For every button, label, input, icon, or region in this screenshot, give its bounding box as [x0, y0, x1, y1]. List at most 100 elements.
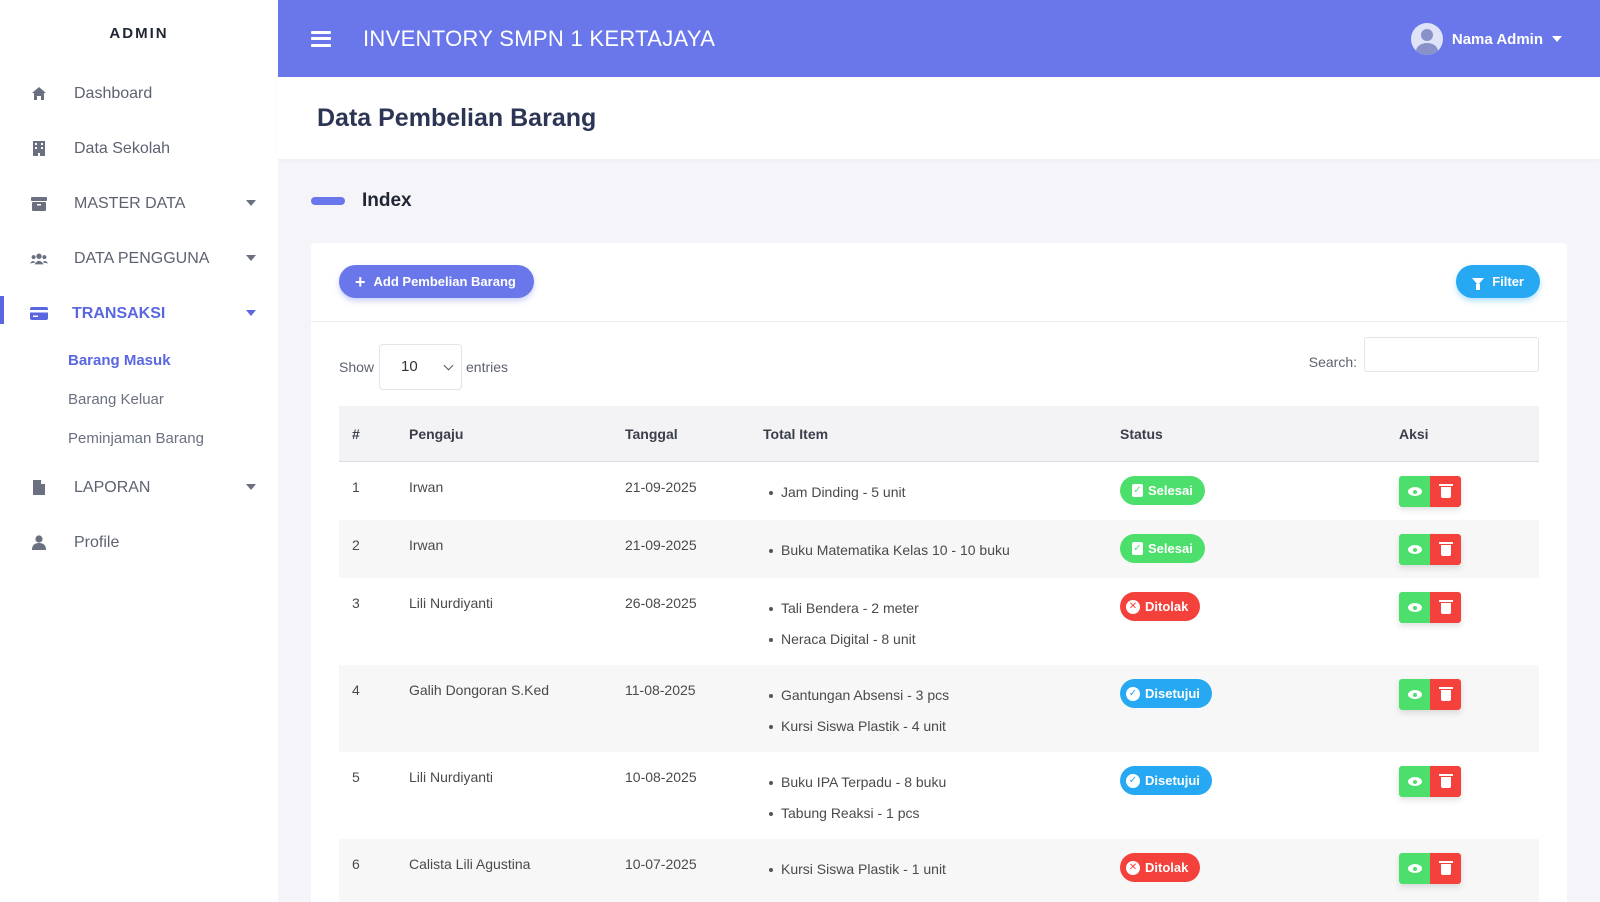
- caret-down-icon: [246, 310, 256, 316]
- filter-icon: [1472, 278, 1485, 290]
- sidebar-item-data-pengguna[interactable]: DATA PENGGUNA: [0, 231, 278, 286]
- list-item: Buku Matematika Kelas 10 - 10 buku: [763, 542, 1120, 573]
- view-button[interactable]: [1399, 476, 1430, 507]
- status-badge: ✓ Selesai: [1120, 534, 1205, 563]
- sidebar-item-label: Dashboard: [74, 84, 153, 102]
- row-pengaju: Lili Nurdiyanti: [409, 769, 494, 785]
- eye-icon: [1407, 545, 1422, 554]
- row-tanggal: 10-07-2025: [625, 856, 697, 872]
- table-row: 4 Galih Dongoran S.Ked 11-08-2025 Gantun…: [339, 665, 1539, 752]
- sidebar: ADMIN Dashboard Data Sekolah MASTER DATA: [0, 0, 278, 902]
- menu-toggle-icon[interactable]: [311, 30, 331, 47]
- sidebar-item-profile[interactable]: Profile: [0, 515, 278, 570]
- section-pill-decoration: [311, 197, 345, 205]
- list-item: Tali Bendera - 2 meter: [763, 600, 1120, 631]
- row-number: 3: [352, 595, 360, 611]
- credit-card-icon: [30, 305, 48, 323]
- transaksi-submenu: Barang Masuk Barang Keluar Peminjaman Ba…: [0, 341, 278, 458]
- row-number: 2: [352, 537, 360, 553]
- list-item: Tabung Reaksi - 1 pcs: [763, 805, 1120, 836]
- page-title: Data Pembelian Barang: [317, 104, 597, 132]
- user-icon: [30, 534, 48, 552]
- column-header-no[interactable]: #: [352, 425, 360, 442]
- item-list: Gantungan Absensi - 3 pcs Kursi Siswa Pl…: [763, 665, 1120, 749]
- search-input[interactable]: [1364, 337, 1539, 372]
- list-item: Kursi Siswa Plastik - 1 unit: [763, 861, 1120, 892]
- users-icon: [30, 250, 48, 268]
- status-label: Selesai: [1148, 483, 1193, 498]
- list-item: Jam Dinding - 5 unit: [763, 484, 1120, 515]
- sidebar-item-transaksi[interactable]: TRANSAKSI: [0, 286, 278, 341]
- home-icon: [30, 85, 48, 103]
- section-title: Index: [362, 190, 412, 211]
- caret-down-icon: [246, 255, 256, 261]
- list-item: Gantungan Absensi - 3 pcs: [763, 687, 1120, 718]
- list-item: Buku IPA Terpadu - 8 buku: [763, 774, 1120, 805]
- sidebar-item-dashboard[interactable]: Dashboard: [0, 66, 278, 121]
- row-pengaju: Irwan: [409, 537, 444, 553]
- view-button[interactable]: [1399, 766, 1430, 797]
- column-header-total-item[interactable]: Total Item: [763, 425, 829, 442]
- delete-button[interactable]: [1430, 592, 1461, 623]
- clipboard-check-icon: ✓: [1132, 484, 1143, 497]
- item-list: Buku Matematika Kelas 10 - 10 buku: [763, 520, 1120, 573]
- status-badge: ✕ Ditolak: [1120, 853, 1201, 882]
- list-item: Kursi Siswa Plastik - 4 unit: [763, 718, 1120, 749]
- app-title: INVENTORY SMPN 1 KERTAJAYA: [363, 25, 716, 51]
- delete-button[interactable]: [1430, 766, 1461, 797]
- sidebar-item-laporan[interactable]: LAPORAN: [0, 460, 278, 515]
- table-row: 5 Lili Nurdiyanti 10-08-2025 Buku IPA Te…: [339, 752, 1539, 839]
- trash-icon: [1438, 687, 1453, 701]
- status-label: Ditolak: [1145, 860, 1189, 875]
- caret-down-icon: [1552, 36, 1562, 42]
- delete-button[interactable]: [1430, 853, 1461, 884]
- sidebar-subitem-barang-masuk[interactable]: Barang Masuk: [68, 352, 171, 369]
- filter-button[interactable]: Filter: [1456, 265, 1540, 298]
- sidebar-subitem-peminjaman-barang[interactable]: Peminjaman Barang: [68, 430, 204, 447]
- sidebar-item-label: Profile: [74, 533, 120, 551]
- building-icon: [30, 140, 48, 158]
- table-row: 3 Lili Nurdiyanti 26-08-2025 Tali Bender…: [339, 578, 1539, 665]
- row-actions: [1399, 853, 1461, 884]
- status-badge: ✓ Disetujui: [1120, 766, 1212, 795]
- row-actions: [1399, 679, 1461, 710]
- view-button[interactable]: [1399, 592, 1430, 623]
- row-tanggal: 21-09-2025: [625, 479, 697, 495]
- delete-button[interactable]: [1430, 679, 1461, 710]
- sidebar-item-label: Data Sekolah: [74, 139, 171, 157]
- sidebar-item-master-data[interactable]: MASTER DATA: [0, 176, 278, 231]
- status-badge: ✓ Disetujui: [1120, 679, 1212, 708]
- data-table: # Pengaju Tanggal Total Item Status Aksi…: [339, 406, 1539, 902]
- column-header-aksi[interactable]: Aksi: [1399, 425, 1429, 442]
- row-actions: [1399, 766, 1461, 797]
- column-header-tanggal[interactable]: Tanggal: [625, 425, 678, 442]
- page-header: Data Pembelian Barang: [278, 77, 1600, 159]
- section-heading: Index: [311, 190, 412, 212]
- sidebar-item-data-sekolah[interactable]: Data Sekolah: [0, 121, 278, 176]
- table-header: # Pengaju Tanggal Total Item Status Aksi: [339, 406, 1539, 462]
- row-tanggal: 26-08-2025: [625, 595, 697, 611]
- row-pengaju: Calista Lili Agustina: [409, 856, 531, 872]
- item-list: Buku IPA Terpadu - 8 buku Tabung Reaksi …: [763, 752, 1120, 836]
- trash-icon: [1438, 600, 1453, 614]
- view-button[interactable]: [1399, 534, 1430, 565]
- avatar: [1410, 23, 1443, 55]
- topbar: INVENTORY SMPN 1 KERTAJAYA Nama Admin: [278, 0, 1600, 77]
- trash-icon: [1438, 861, 1453, 875]
- column-header-pengaju[interactable]: Pengaju: [409, 425, 464, 442]
- view-button[interactable]: [1399, 679, 1430, 710]
- table-row: 2 Irwan 21-09-2025 Buku Matematika Kelas…: [339, 520, 1539, 578]
- row-number: 4: [352, 682, 360, 698]
- chevron-down-icon: [443, 360, 454, 371]
- user-menu[interactable]: Nama Admin: [1410, 23, 1562, 55]
- delete-button[interactable]: [1430, 476, 1461, 507]
- delete-button[interactable]: [1430, 534, 1461, 565]
- eye-icon: [1407, 603, 1422, 612]
- view-button[interactable]: [1399, 853, 1430, 884]
- file-icon: [30, 479, 48, 497]
- add-pembelian-button[interactable]: + Add Pembelian Barang: [339, 265, 534, 298]
- column-header-status[interactable]: Status: [1120, 425, 1163, 442]
- sidebar-subitem-barang-keluar[interactable]: Barang Keluar: [68, 391, 164, 408]
- item-list: Tali Bendera - 2 meter Neraca Digital - …: [763, 578, 1120, 662]
- entries-select[interactable]: 10: [379, 344, 462, 390]
